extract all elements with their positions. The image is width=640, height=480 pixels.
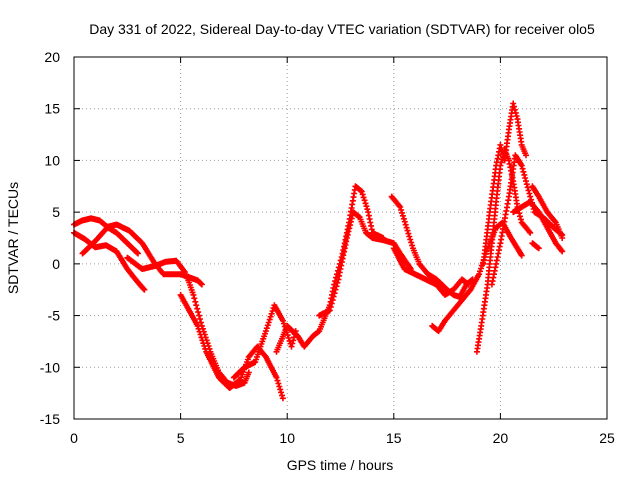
x-tick-labels: 0 5 10 15 20 25 [70,430,615,446]
x-tick-label: 0 [70,430,78,446]
grid [74,57,607,419]
x-tick-label: 25 [599,430,615,446]
y-tick-label: -10 [40,359,60,375]
y-tick-label: 0 [52,256,60,272]
series-track-10 [390,245,472,298]
x-tick-label: 10 [279,430,295,446]
data-point-marks [316,209,414,319]
x-tick-label: 5 [177,430,185,446]
series-track-17 [529,240,542,252]
chart-title: Day 331 of 2022, Sidereal Day-to-day VTE… [89,21,595,37]
data-point-marks [529,183,566,241]
series-track-6 [230,302,299,381]
data-point-marks [124,254,252,389]
y-tick-label: 5 [52,204,60,220]
series-track-16 [529,183,566,241]
y-tick-label: 20 [44,49,60,65]
y-axis-title: SDTVAR / TECUs [5,182,21,294]
y-tick-label: 15 [44,101,60,117]
x-tick-label: 15 [386,430,402,446]
series-track-7 [273,183,387,355]
series-track-13 [480,100,529,267]
series-track-8 [316,209,414,319]
y-tick-label: -15 [40,411,60,427]
series-track-5 [177,291,286,402]
y-tick-labels: -15 -10 -5 0 5 10 15 20 [40,49,60,427]
y-tick-label: 10 [44,152,60,168]
series-track-15 [510,198,566,255]
y-tick-label: -5 [48,308,61,324]
data-point-marks [230,302,299,381]
data-marks [71,100,566,402]
data-point-marks [510,198,566,255]
data-point-marks [390,245,472,298]
data-point-marks [273,183,387,355]
data-point-marks [388,193,476,300]
plot-frame [73,56,608,420]
data-point-marks [79,221,205,288]
series-track-9 [388,193,476,300]
x-axis-title: GPS time / hours [287,457,394,473]
series-track-4 [124,254,252,389]
data-point-marks [177,291,286,402]
x-tick-label: 20 [493,430,509,446]
data-point-marks [480,100,529,267]
data-point-marks [529,240,542,252]
data-point-marks [429,219,525,335]
series-track-3 [79,221,205,288]
series-track-11 [429,219,525,335]
ticks [73,56,608,420]
